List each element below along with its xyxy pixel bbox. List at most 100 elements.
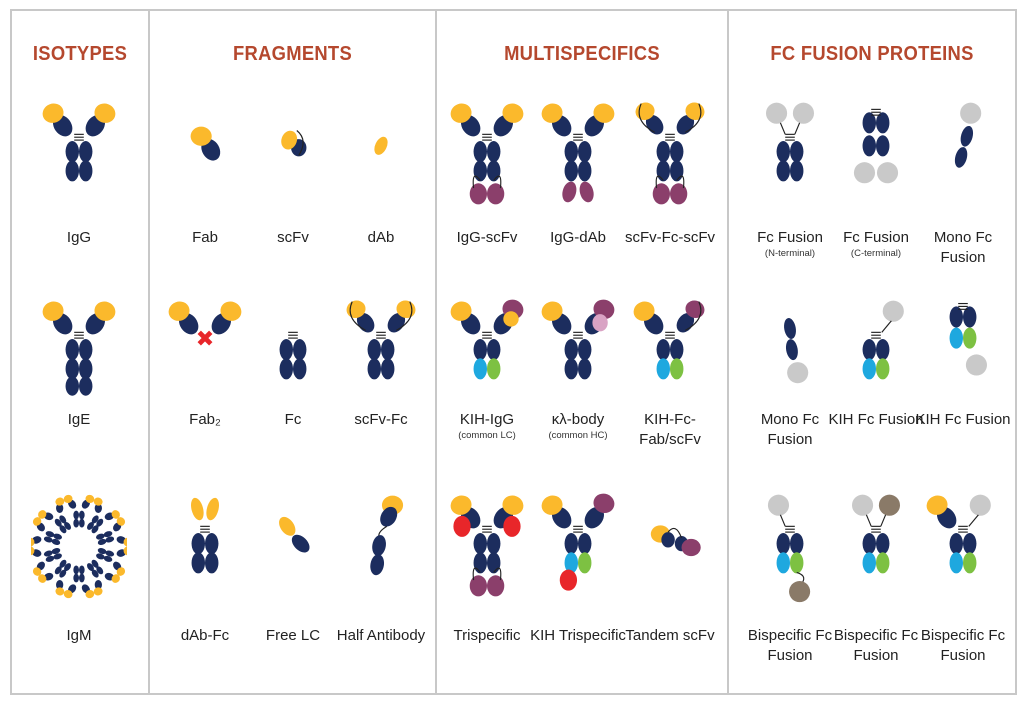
bis1-molecule-icon bbox=[767, 494, 811, 603]
format-igg bbox=[31, 92, 127, 217]
format-kihtri bbox=[530, 484, 626, 609]
format-label: Fc Fusion (C-terminal) bbox=[828, 228, 924, 259]
format-label: dAb-Fc bbox=[157, 626, 253, 646]
format-label: Mono Fc Fusion bbox=[915, 228, 1011, 268]
format-label: κλ-body (common HC) bbox=[530, 410, 626, 441]
format-label: KIH Trispecific bbox=[530, 626, 626, 646]
format-sublabel: (common LC) bbox=[458, 430, 516, 441]
format-name: Bispecific Fc Fusion bbox=[747, 627, 833, 664]
format-label: IgG-dAb bbox=[530, 228, 626, 248]
format-name: KIH-IgG bbox=[459, 411, 515, 428]
format-name: dAb-Fc bbox=[180, 627, 230, 644]
format-label: KIH Fc Fusion bbox=[915, 410, 1011, 430]
bis2-molecule-icon bbox=[852, 494, 900, 574]
format-label: dAb bbox=[333, 228, 429, 248]
format-bis2 bbox=[828, 484, 924, 609]
scfvfcscfv-molecule-icon bbox=[635, 102, 705, 205]
format-label: IgG bbox=[31, 228, 127, 248]
format-bis1 bbox=[742, 484, 838, 609]
fc-molecule-icon bbox=[279, 331, 307, 380]
format-label: scFv-Fc bbox=[333, 410, 429, 430]
format-label: Fab₂ bbox=[157, 410, 253, 430]
freelc-molecule-icon bbox=[279, 516, 310, 553]
format-fcn bbox=[742, 92, 838, 217]
format-name: Fc Fusion bbox=[757, 229, 823, 246]
half-molecule-icon bbox=[370, 495, 404, 576]
format-label: Bispecific Fc Fusion bbox=[742, 626, 838, 666]
format-name: IgE bbox=[67, 411, 91, 428]
format-kihigg bbox=[439, 290, 535, 415]
format-ige bbox=[31, 290, 127, 415]
format-scfv bbox=[245, 92, 341, 217]
format-dabfc bbox=[157, 484, 253, 609]
fcn-molecule-icon bbox=[766, 102, 814, 182]
format-dab bbox=[333, 92, 429, 217]
format-label: KIH-IgG (common LC) bbox=[439, 410, 535, 441]
format-name: IgM bbox=[66, 627, 92, 644]
igm-molecule-icon bbox=[31, 494, 127, 599]
format-mono1 bbox=[915, 92, 1011, 217]
kihfcfab-molecule-icon bbox=[633, 300, 705, 380]
format-name: dAb bbox=[367, 229, 395, 246]
format-label: KIH-Fc-Fab/scFv bbox=[622, 410, 718, 450]
format-kihfc1 bbox=[828, 290, 924, 415]
format-name: κλ-body bbox=[551, 411, 605, 428]
kihigg-molecule-icon bbox=[450, 299, 524, 380]
format-label: IgG-scFv bbox=[439, 228, 535, 248]
mono2-molecule-icon bbox=[784, 318, 809, 384]
format-name: scFv-Fc-scFv bbox=[625, 229, 715, 246]
format-sublabel: (common HC) bbox=[548, 430, 608, 441]
format-label: scFv bbox=[245, 228, 341, 248]
panel-title: ISOTYPES bbox=[32, 43, 128, 65]
format-name: Tandem scFv bbox=[625, 627, 715, 644]
scfvfc-molecule-icon bbox=[346, 300, 416, 380]
scfv-molecule-icon bbox=[281, 130, 307, 157]
format-kihfcfab bbox=[622, 290, 718, 415]
format-mono2 bbox=[742, 290, 838, 415]
format-label: Fc bbox=[245, 410, 341, 430]
format-name: Free LC bbox=[265, 627, 321, 644]
format-name: KIH Trispecific bbox=[530, 627, 626, 644]
format-bis3 bbox=[915, 484, 1011, 609]
format-name: IgG-scFv bbox=[456, 229, 518, 246]
format-label: Free LC bbox=[245, 626, 341, 646]
iggscfv-molecule-icon bbox=[450, 103, 524, 205]
format-iggdab bbox=[530, 92, 626, 217]
iggdab-molecule-icon bbox=[541, 103, 615, 203]
fab-molecule-icon bbox=[190, 126, 221, 161]
format-label: Bispecific Fc Fusion bbox=[828, 626, 924, 666]
format-name: Fab bbox=[192, 229, 218, 246]
format-name: Bispecific Fc Fusion bbox=[920, 627, 1006, 664]
format-name: KIH-Fc-Fab/scFv bbox=[639, 411, 701, 448]
fab2-molecule-icon bbox=[168, 301, 242, 346]
format-label: scFv-Fc-scFv bbox=[622, 228, 718, 248]
format-label: Half Antibody bbox=[333, 626, 429, 646]
format-label: Mono Fc Fusion bbox=[742, 410, 838, 450]
format-name: IgG-dAb bbox=[550, 229, 606, 246]
format-name: Half Antibody bbox=[336, 627, 426, 644]
format-name: Trispecific bbox=[453, 627, 521, 644]
kihfc1-molecule-icon bbox=[862, 300, 904, 380]
format-name: KIH Fc Fusion bbox=[915, 411, 1011, 428]
mono1-molecule-icon bbox=[954, 102, 982, 168]
format-label: Fc Fusion (N-terminal) bbox=[742, 228, 838, 259]
format-fcc bbox=[828, 92, 924, 217]
kihtri-molecule-icon bbox=[541, 493, 615, 591]
format-scfvfc bbox=[333, 290, 429, 415]
format-sublabel: (C-terminal) bbox=[850, 248, 902, 259]
format-label: Trispecific bbox=[439, 626, 535, 646]
format-name: KIH Fc Fusion bbox=[828, 411, 924, 428]
format-name: Fab₂ bbox=[189, 411, 221, 428]
format-igm bbox=[31, 484, 127, 609]
format-scfvfcscfv bbox=[622, 92, 718, 217]
format-klbody bbox=[530, 290, 626, 415]
format-iggscfv bbox=[439, 92, 535, 217]
format-label: IgM bbox=[31, 626, 127, 646]
format-sublabel: (N-terminal) bbox=[764, 248, 816, 259]
format-kihfc2 bbox=[915, 290, 1011, 415]
format-name: Fc Fusion bbox=[843, 229, 909, 246]
format-fab bbox=[157, 92, 253, 217]
format-name: Fc bbox=[284, 411, 302, 428]
fcc-molecule-icon bbox=[853, 108, 899, 184]
tri-molecule-icon bbox=[450, 495, 524, 597]
